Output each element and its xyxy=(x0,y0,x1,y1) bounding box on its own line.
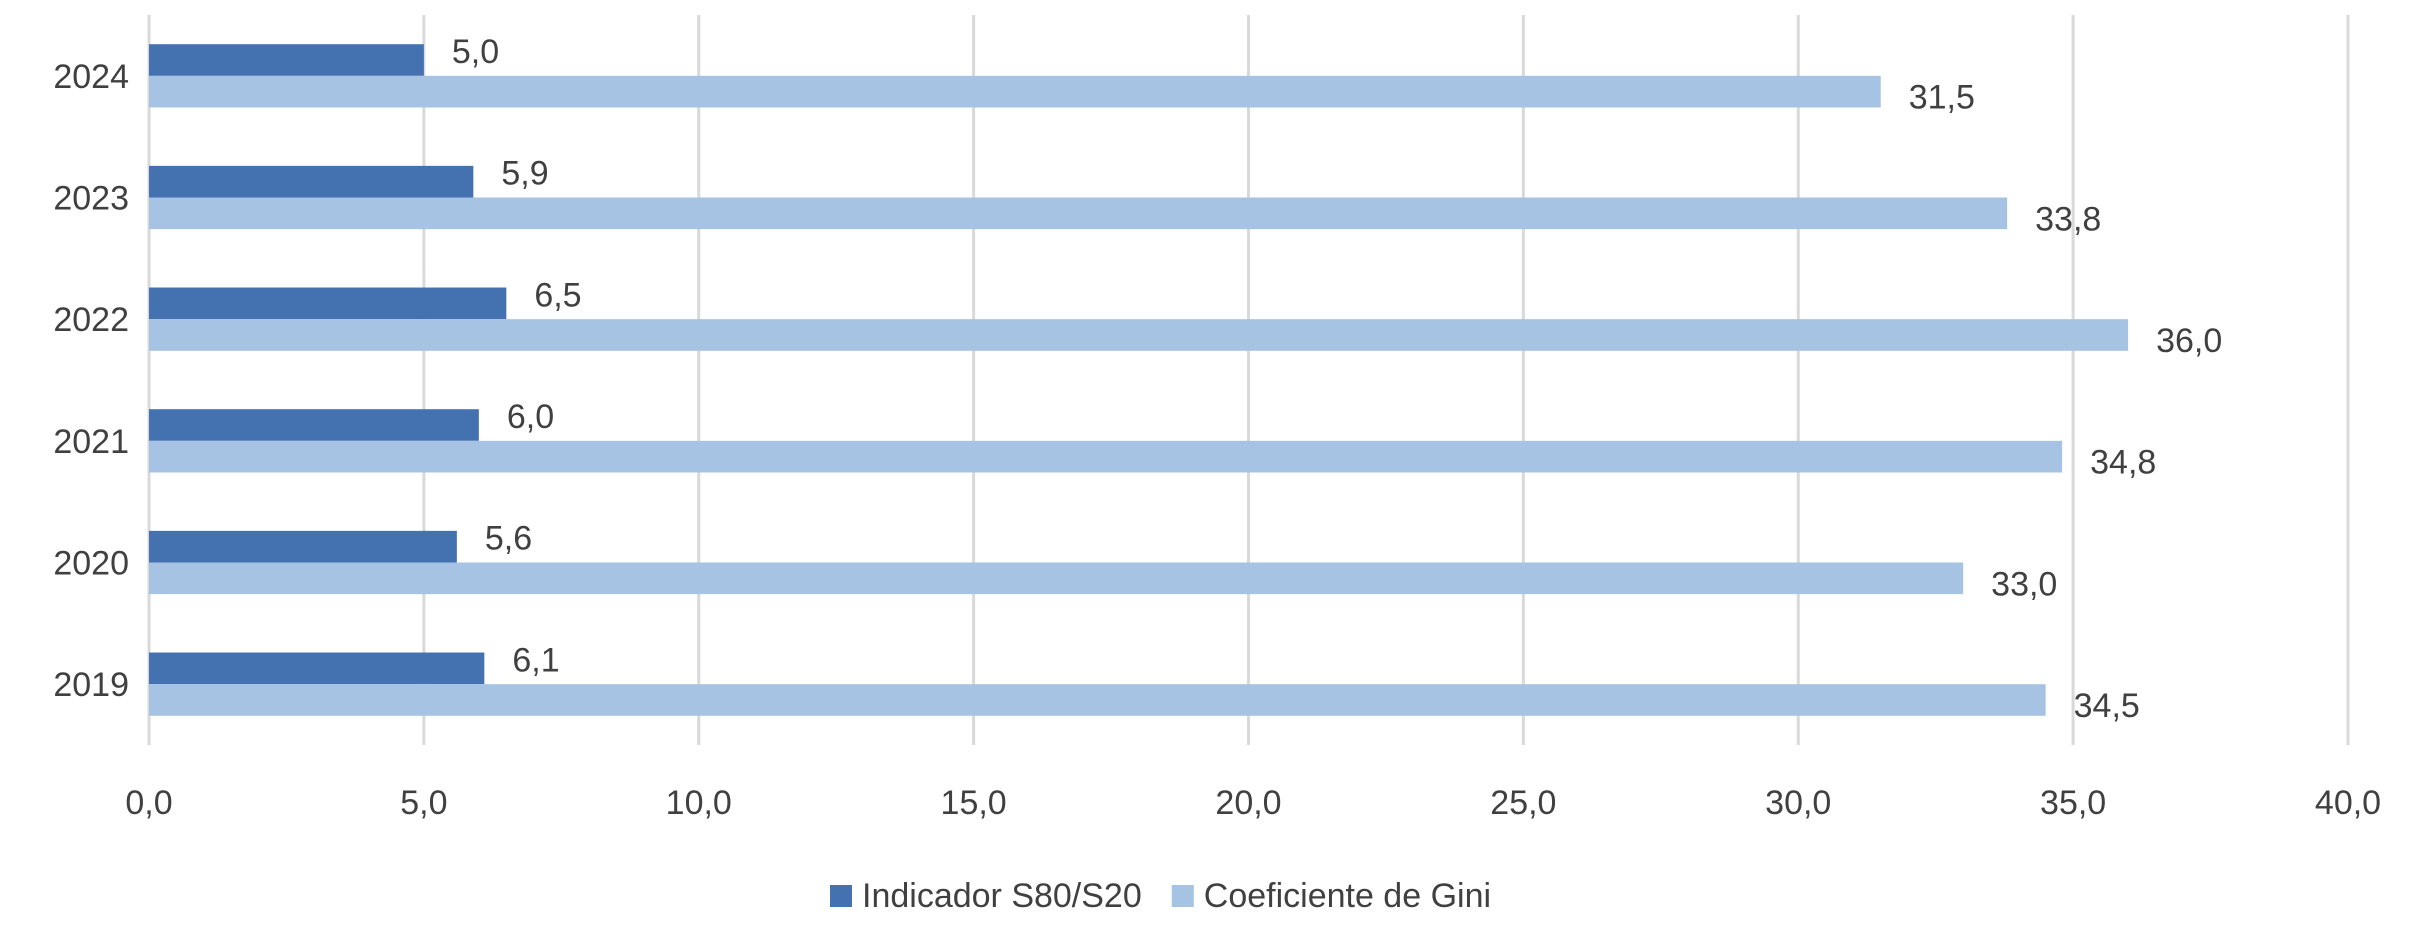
bar xyxy=(149,409,479,441)
bar xyxy=(149,530,457,563)
data-label: 5,0 xyxy=(452,33,499,71)
x-tick-label: 10,0 xyxy=(666,784,732,822)
bar xyxy=(149,440,2063,473)
x-tick-label: 0,0 xyxy=(125,784,172,822)
x-tick-label: 30,0 xyxy=(1765,784,1831,822)
legend-label: Indicador S80/S20 xyxy=(862,877,1142,915)
bar xyxy=(149,44,424,76)
bar xyxy=(149,287,507,320)
x-tick-label: 5,0 xyxy=(400,784,447,822)
data-label: 34,5 xyxy=(2074,687,2140,725)
bar xyxy=(149,652,485,685)
legend-swatch xyxy=(830,885,852,907)
y-tick-label: 2022 xyxy=(53,301,129,339)
bar xyxy=(149,197,2008,230)
data-label: 36,0 xyxy=(2156,322,2222,360)
data-label: 31,5 xyxy=(1909,79,1975,117)
bar xyxy=(149,75,1881,108)
data-label: 5,6 xyxy=(485,520,532,558)
data-label: 6,0 xyxy=(507,398,554,436)
x-tick-label: 25,0 xyxy=(1490,784,1556,822)
bar xyxy=(149,165,474,198)
y-tick-label: 2019 xyxy=(53,666,129,704)
x-tick-label: 35,0 xyxy=(2040,784,2106,822)
x-tick-label: 20,0 xyxy=(1215,784,1281,822)
data-label: 6,1 xyxy=(512,641,559,679)
y-tick-label: 2021 xyxy=(53,423,129,461)
y-tick-label: 2023 xyxy=(53,179,129,217)
data-label: 33,0 xyxy=(1991,565,2057,603)
legend-swatch xyxy=(1171,885,1194,907)
y-tick-label: 2024 xyxy=(53,58,129,96)
bar xyxy=(149,684,2046,716)
bar xyxy=(149,562,1964,595)
x-tick-label: 15,0 xyxy=(941,784,1007,822)
data-label: 33,8 xyxy=(2035,200,2101,238)
data-label: 34,8 xyxy=(2090,444,2156,482)
y-tick-label: 2020 xyxy=(53,544,129,582)
bar xyxy=(149,319,2129,351)
data-label: 6,5 xyxy=(534,276,581,314)
legend-label: Coeficiente de Gini xyxy=(1204,877,1491,915)
data-label: 5,9 xyxy=(501,155,548,193)
x-tick-label: 40,0 xyxy=(2315,784,2381,822)
